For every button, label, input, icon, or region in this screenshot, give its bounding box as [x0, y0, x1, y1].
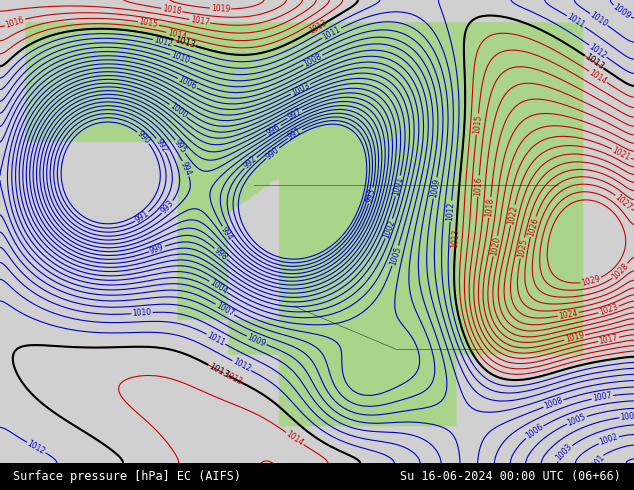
Text: 1003: 1003 [290, 81, 311, 98]
Text: 1010: 1010 [170, 50, 191, 66]
Text: 1026: 1026 [526, 216, 540, 237]
Text: 1015: 1015 [138, 17, 158, 29]
Text: 1012: 1012 [26, 439, 47, 456]
Text: 1013: 1013 [173, 35, 196, 50]
Text: 1009: 1009 [429, 177, 441, 198]
Text: 1012: 1012 [446, 201, 456, 221]
Text: 1013: 1013 [207, 362, 230, 379]
Text: 1025: 1025 [516, 238, 529, 258]
Text: 1017: 1017 [598, 333, 619, 346]
Text: 1019: 1019 [210, 4, 230, 14]
Text: 1002: 1002 [598, 432, 619, 447]
Text: 1008: 1008 [302, 51, 323, 69]
Text: 990: 990 [264, 145, 281, 161]
Text: 1003: 1003 [554, 442, 574, 463]
Text: 1014: 1014 [166, 28, 187, 42]
Text: 993: 993 [159, 199, 176, 216]
Text: 1001: 1001 [391, 175, 404, 196]
Text: 993: 993 [365, 188, 377, 204]
Text: 991: 991 [286, 126, 303, 142]
Text: 1012: 1012 [153, 35, 174, 49]
Text: 997: 997 [286, 107, 303, 122]
Text: 994: 994 [219, 225, 235, 242]
Text: 1012: 1012 [231, 357, 252, 374]
Text: 994: 994 [179, 160, 193, 177]
Text: Su 16-06-2024 00:00 UTC (06+66): Su 16-06-2024 00:00 UTC (06+66) [401, 470, 621, 483]
Text: 992: 992 [242, 154, 259, 171]
Text: 1002: 1002 [382, 218, 396, 239]
Text: 1004: 1004 [620, 411, 634, 422]
Text: 1012: 1012 [588, 42, 609, 60]
Text: 1028: 1028 [611, 261, 631, 281]
Text: 1010: 1010 [132, 308, 152, 318]
Text: 991: 991 [134, 209, 151, 224]
Text: 1020: 1020 [489, 236, 501, 256]
Text: 1018: 1018 [484, 197, 495, 218]
Text: 1021: 1021 [611, 146, 632, 162]
Text: 1007: 1007 [592, 391, 612, 403]
Text: 1006: 1006 [177, 75, 198, 92]
Text: 1007: 1007 [214, 301, 235, 318]
Text: 1005: 1005 [566, 412, 588, 428]
Text: 1024: 1024 [558, 308, 579, 320]
Text: 1013: 1013 [451, 228, 461, 248]
Text: 1029: 1029 [581, 274, 602, 288]
Text: 996: 996 [265, 122, 282, 137]
Text: 1027: 1027 [613, 193, 633, 212]
Text: 1005: 1005 [388, 245, 403, 267]
Text: 1018: 1018 [162, 4, 182, 16]
Text: 1023: 1023 [598, 302, 619, 317]
Text: 1022: 1022 [507, 205, 519, 225]
Text: 1016: 1016 [4, 15, 25, 29]
Text: 1009: 1009 [611, 2, 632, 21]
Text: 1014: 1014 [588, 68, 609, 86]
Text: 1009: 1009 [246, 333, 268, 348]
Text: 1017: 1017 [190, 15, 210, 27]
Text: 1014: 1014 [284, 429, 305, 448]
Text: 999: 999 [148, 243, 165, 256]
Text: 1019: 1019 [564, 331, 585, 344]
Text: 1015: 1015 [472, 114, 483, 134]
Text: 1011: 1011 [205, 331, 226, 347]
Text: 1010: 1010 [588, 10, 609, 28]
Text: 1011: 1011 [321, 24, 342, 41]
Text: 1006: 1006 [524, 422, 545, 441]
Text: 1000: 1000 [167, 101, 188, 120]
Text: 995: 995 [172, 138, 188, 155]
Text: 1011: 1011 [566, 12, 586, 30]
Text: 990: 990 [135, 129, 152, 146]
Text: 1008: 1008 [543, 396, 564, 411]
Text: 998: 998 [212, 245, 229, 262]
Text: 1013: 1013 [583, 52, 605, 72]
Text: 992: 992 [153, 137, 169, 154]
Text: Surface pressure [hPa] EC (AIFS): Surface pressure [hPa] EC (AIFS) [13, 470, 241, 483]
Text: 1013: 1013 [223, 370, 244, 387]
Text: 1013: 1013 [307, 18, 329, 36]
Text: 1016: 1016 [474, 176, 484, 196]
Text: 1004: 1004 [208, 278, 229, 295]
Text: 1001: 1001 [586, 453, 606, 473]
